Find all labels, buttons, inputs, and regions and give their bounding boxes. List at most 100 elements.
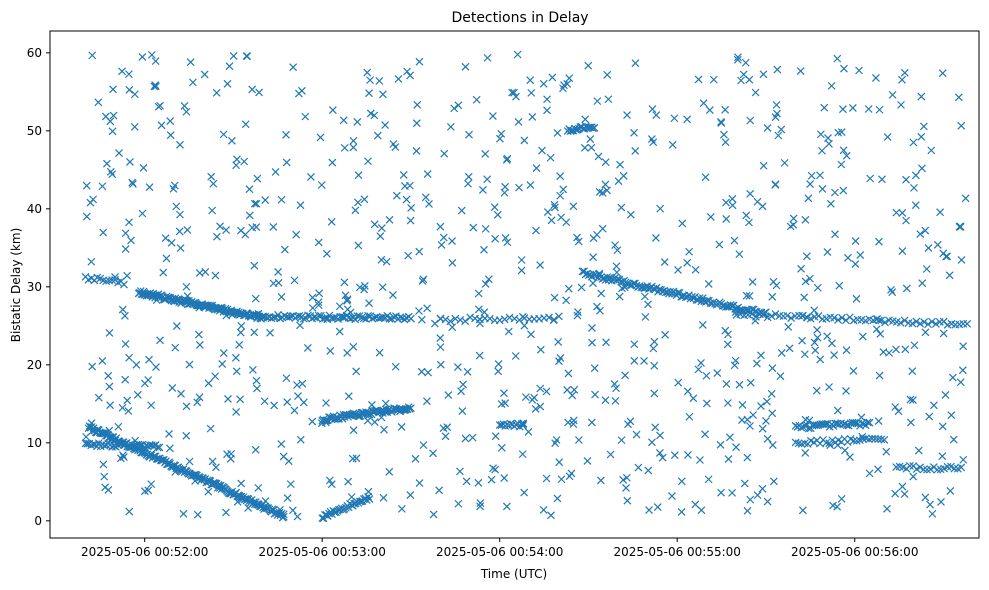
data-point [355, 497, 364, 506]
data-point [829, 501, 837, 510]
data-point [349, 143, 358, 152]
data-point [721, 302, 730, 311]
data-point [415, 307, 423, 315]
data-point [391, 362, 400, 371]
data-point [377, 255, 386, 264]
data-point [444, 391, 453, 400]
data-point [326, 347, 335, 355]
data-point [565, 74, 574, 83]
data-point [596, 306, 604, 315]
data-point [335, 327, 344, 336]
data-point [589, 279, 597, 288]
data-point [224, 394, 232, 403]
data-point [742, 211, 751, 220]
data-point [106, 167, 115, 176]
data-point [603, 70, 612, 79]
data-point [896, 318, 905, 327]
data-point [758, 484, 767, 493]
data-point [176, 140, 184, 149]
data-point [88, 51, 97, 60]
data-point [798, 311, 807, 320]
data-point [851, 260, 860, 269]
data-point [536, 345, 545, 354]
data-point [828, 339, 836, 348]
data-point [448, 258, 457, 267]
data-point [887, 285, 895, 294]
data-point [909, 472, 918, 481]
data-point [236, 226, 245, 235]
data-point [317, 181, 326, 189]
data-point [280, 245, 289, 254]
data-point [705, 106, 714, 114]
data-point [674, 378, 683, 387]
data-point [389, 313, 398, 322]
data-point [294, 89, 303, 98]
data-point [125, 70, 133, 79]
data-point [215, 482, 224, 490]
data-point [282, 374, 291, 383]
data-point [446, 122, 455, 131]
data-point [441, 432, 450, 441]
data-point [481, 150, 490, 158]
data-point [668, 492, 676, 501]
data-point [241, 120, 250, 129]
data-point [172, 322, 181, 331]
data-point [250, 199, 259, 208]
data-point [630, 128, 638, 137]
data-point [520, 488, 529, 497]
data-point [863, 418, 872, 427]
data-point [564, 418, 572, 427]
data-point [762, 397, 771, 406]
data-point [837, 494, 846, 503]
data-point [125, 218, 133, 227]
data-point [236, 395, 245, 404]
data-point [104, 371, 113, 380]
data-point [827, 81, 836, 90]
data-point [641, 313, 650, 321]
data-point [132, 360, 141, 369]
data-point [546, 153, 555, 162]
data-point [418, 277, 427, 285]
data-point [839, 186, 848, 195]
data-point [865, 418, 874, 427]
data-point [737, 76, 745, 85]
data-point [472, 95, 481, 104]
data-point [279, 512, 288, 521]
data-point [865, 435, 873, 444]
data-point [898, 75, 906, 84]
data-point [722, 215, 731, 223]
data-point [286, 312, 295, 321]
data-point [746, 495, 755, 504]
data-point [172, 202, 181, 211]
data-point [759, 310, 768, 319]
data-point [573, 233, 581, 242]
data-point [120, 311, 129, 320]
data-point [279, 452, 288, 461]
data-point [826, 441, 835, 450]
data-point [557, 475, 566, 484]
data-point [182, 431, 191, 440]
data-point [921, 226, 930, 235]
data-point [226, 454, 235, 463]
data-point [733, 55, 742, 64]
data-point [182, 107, 191, 116]
data-point [301, 112, 310, 121]
data-point [902, 175, 910, 184]
data-point [590, 364, 599, 373]
data-point [108, 127, 117, 136]
data-point [379, 90, 387, 99]
data-point [768, 441, 777, 450]
data-point [723, 399, 732, 407]
data-point [830, 313, 839, 322]
data-point [910, 183, 918, 192]
data-point [743, 453, 752, 462]
data-point [343, 295, 352, 304]
data-point [674, 265, 682, 274]
data-point [767, 312, 776, 321]
data-point [127, 236, 135, 245]
data-point [826, 199, 835, 208]
data-point [271, 167, 280, 176]
data-point [713, 369, 722, 377]
data-point [269, 313, 278, 322]
data-point [658, 453, 667, 462]
